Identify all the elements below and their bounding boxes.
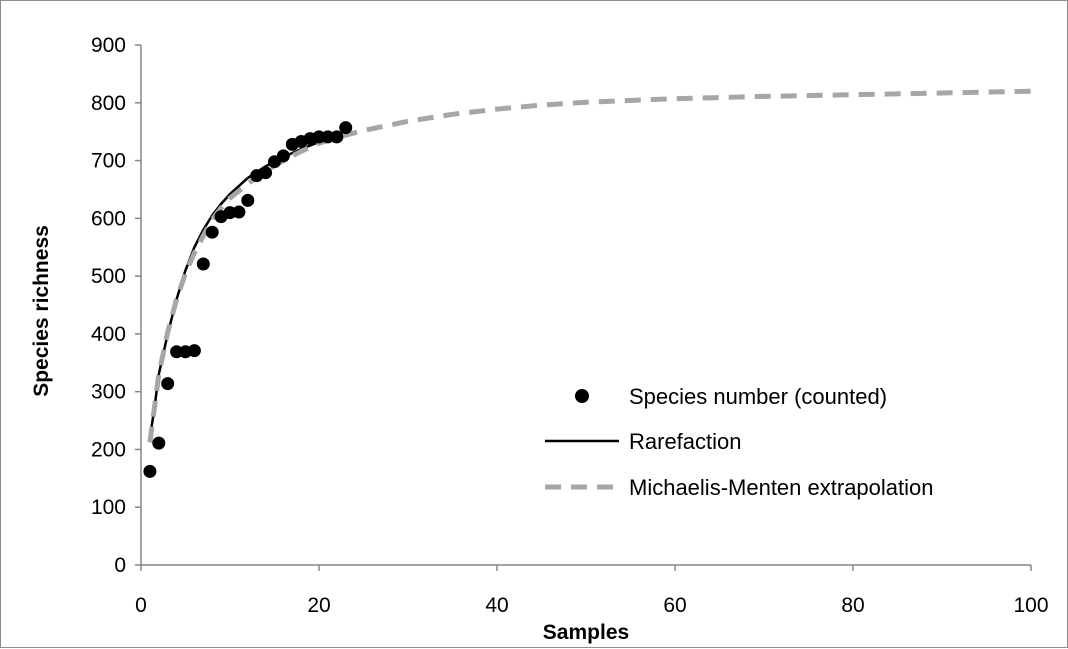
species-count-point: [241, 193, 255, 207]
species-count-point: [152, 436, 166, 450]
legend: Species number (counted) Rarefaction Mic…: [545, 384, 934, 500]
species-count-point: [276, 149, 290, 163]
legend-marker-counted: [575, 389, 589, 403]
x-ticks: 0 20 40 60 80 100: [135, 565, 1049, 617]
species-count-point: [330, 130, 344, 144]
species-count-point: [143, 464, 157, 478]
axes: [140, 45, 1031, 566]
y-tick-label: 700: [91, 150, 126, 173]
y-tick-label: 400: [91, 323, 126, 346]
species-count-point: [232, 205, 246, 219]
y-tick-label: 300: [91, 381, 126, 404]
y-tick-label: 500: [91, 265, 126, 288]
y-tick-label: 900: [91, 34, 126, 57]
species-count-point: [187, 344, 201, 358]
michaelis-menten-line: [147, 88, 1032, 443]
x-tick-label: 0: [135, 594, 147, 617]
x-tick-label: 20: [307, 594, 330, 617]
species-count-point: [312, 130, 326, 144]
species-count-point: [196, 257, 210, 271]
species-count-point: [170, 345, 184, 359]
x-axis-title: Samples: [543, 621, 629, 644]
y-tick-label: 600: [91, 207, 126, 230]
y-tick-label: 100: [91, 496, 126, 519]
y-tick-label: 0: [114, 554, 126, 577]
legend-label-michaelis-menten: Michaelis-Menten extrapolation: [629, 475, 934, 500]
y-ticks: 0 100 200 300 400 500 600 700 800 900: [91, 34, 141, 577]
y-tick-label: 200: [91, 438, 126, 461]
species-count-point: [161, 377, 175, 391]
x-tick-label: 80: [841, 594, 864, 617]
y-tick-label: 800: [91, 92, 126, 115]
y-axis-title: Species richness: [30, 225, 53, 397]
series-layer: [143, 88, 1032, 478]
x-tick-label: 40: [485, 594, 508, 617]
x-tick-label: 60: [663, 594, 686, 617]
species-count-point: [205, 225, 219, 239]
species-count-point: [259, 166, 273, 180]
x-tick-label: 100: [1013, 594, 1048, 617]
legend-label-counted: Species number (counted): [629, 384, 887, 409]
species-count-point: [339, 121, 353, 135]
legend-label-rarefaction: Rarefaction: [629, 429, 742, 454]
species-count-point: [321, 130, 335, 144]
